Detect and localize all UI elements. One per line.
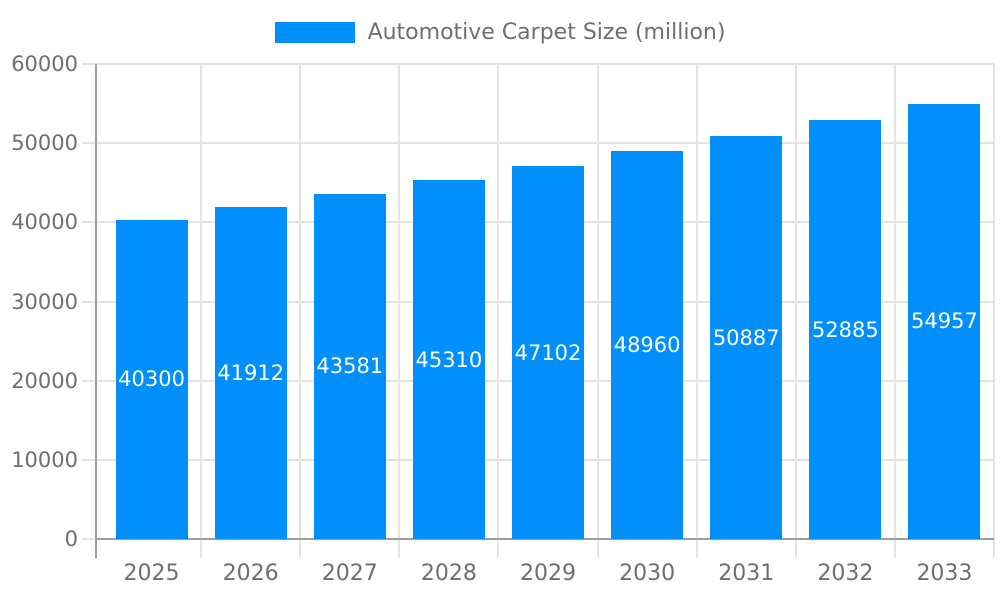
x-tick-label: 2031: [718, 561, 775, 586]
bar: 40300: [115, 219, 188, 539]
x-gridline: [299, 64, 302, 558]
x-tick-label: 2029: [520, 561, 576, 586]
legend-swatch: [274, 21, 355, 43]
bar: 52885: [809, 120, 882, 539]
x-tick-label: 2032: [817, 561, 874, 586]
y-tick-label: 40000: [11, 210, 78, 235]
bar: 50887: [710, 136, 783, 539]
y-tick-label: 0: [64, 527, 78, 551]
y-tick-label: 50000: [11, 131, 78, 156]
legend-series-label: Automotive Carpet Size (million): [367, 19, 726, 45]
x-tick-label: 2033: [916, 561, 973, 586]
bar-value-label: 41912: [217, 361, 285, 386]
x-gridline: [398, 64, 401, 558]
x-axis-line: [95, 538, 994, 540]
bar: 47102: [512, 166, 584, 539]
y-tick-label: 60000: [11, 52, 78, 76]
bar: 48960: [611, 151, 684, 539]
y-tick-label: 10000: [11, 447, 78, 472]
y-gridline: [82, 142, 994, 145]
bar-value-label: 40300: [118, 367, 185, 392]
x-gridline: [893, 64, 896, 558]
x-gridline: [695, 64, 698, 558]
y-axis-line: [95, 64, 97, 558]
x-gridline: [794, 64, 797, 558]
bar-value-label: 47102: [514, 340, 582, 365]
bar: 41912: [214, 207, 287, 539]
x-tick-label: 2025: [123, 561, 180, 586]
y-gridline: [82, 63, 994, 65]
x-gridline: [497, 64, 500, 558]
x-gridline: [993, 64, 995, 558]
x-tick-label: 2028: [420, 561, 477, 586]
chart-legend: Automotive Carpet Size (million): [0, 13, 1000, 51]
y-axis-tick: [82, 538, 96, 540]
bar-value-label: 52885: [811, 317, 879, 342]
bar-value-label: 54957: [911, 309, 978, 334]
x-tick-label: 2030: [619, 561, 676, 586]
bar-value-label: 43581: [316, 354, 384, 379]
x-gridline: [596, 64, 599, 558]
x-tick-label: 2026: [222, 561, 279, 586]
bar: 54957: [908, 103, 981, 539]
bar-value-label: 48960: [613, 333, 681, 358]
bar: 45310: [412, 180, 485, 539]
bar: 43581: [313, 193, 386, 539]
y-tick-label: 20000: [11, 368, 78, 393]
x-gridline: [200, 64, 203, 558]
bar-value-label: 45310: [415, 347, 483, 372]
bar-value-label: 50887: [712, 325, 780, 350]
x-tick-label: 2027: [321, 561, 378, 586]
y-tick-label: 30000: [11, 289, 78, 314]
